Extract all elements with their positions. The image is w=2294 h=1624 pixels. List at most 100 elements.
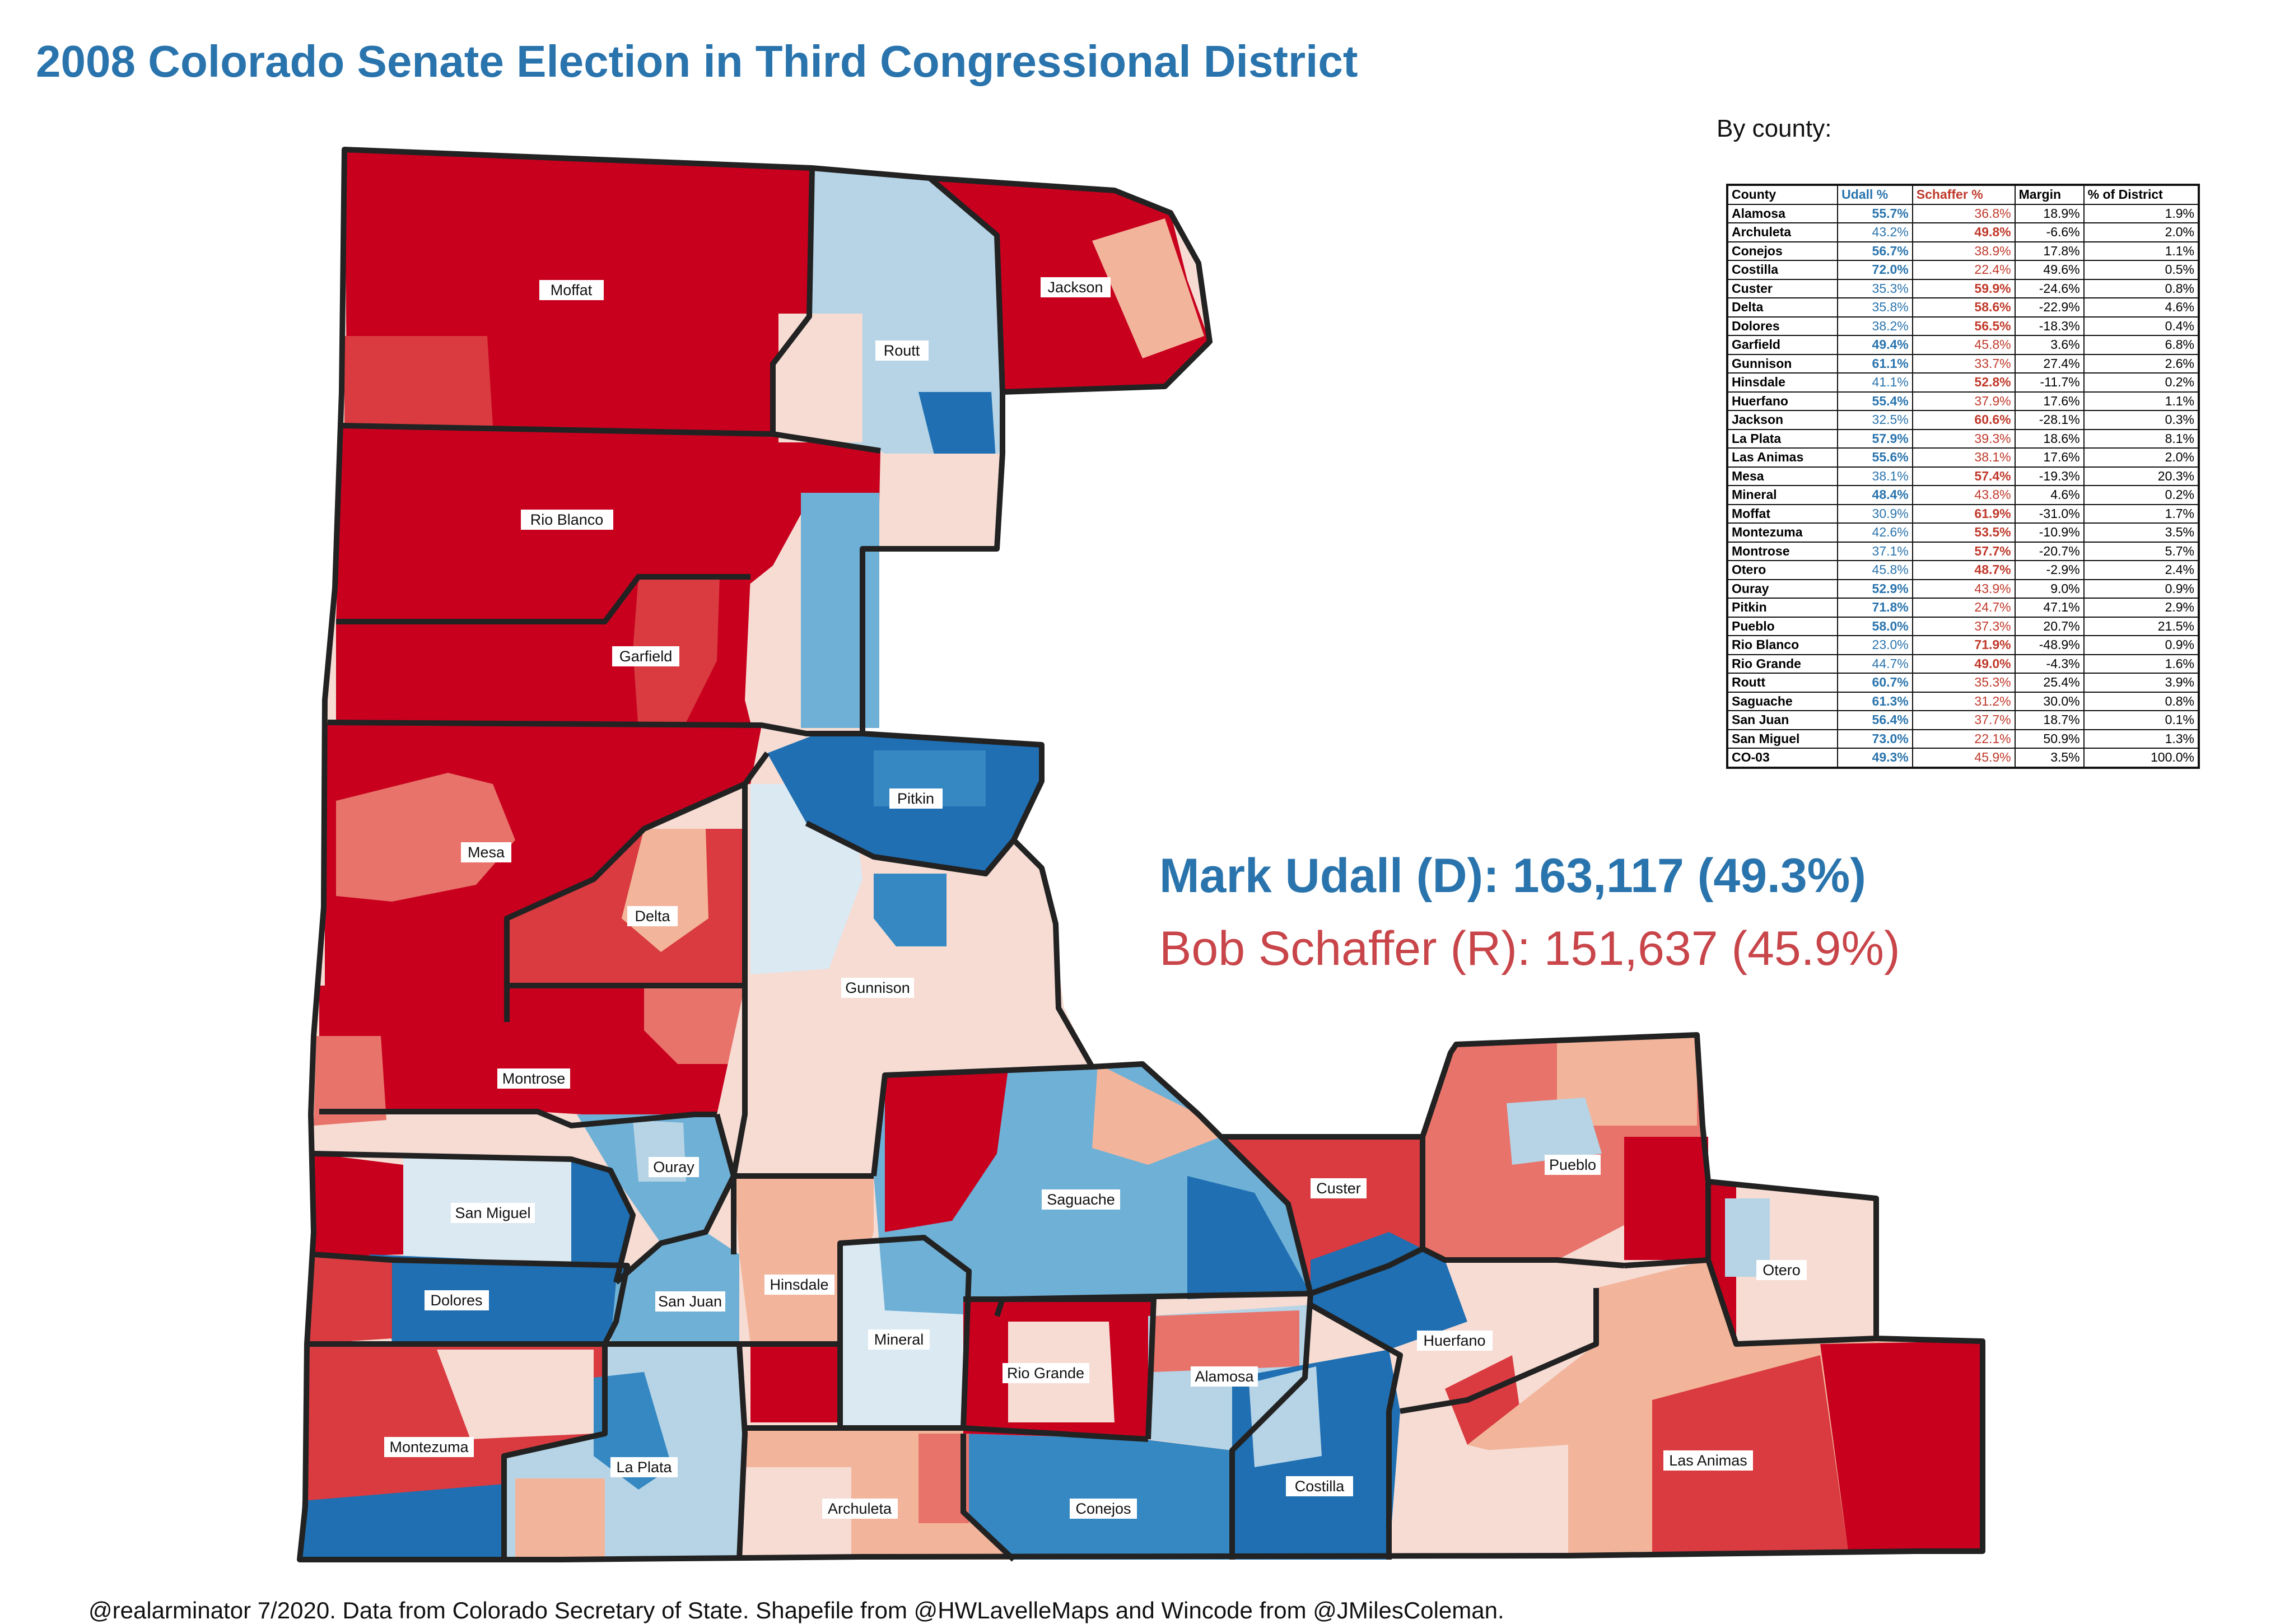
cell-county: Otero <box>1726 560 1839 580</box>
cell-county: Delta <box>1726 297 1839 318</box>
cell-udall: 35.8% <box>1837 297 1913 318</box>
border-costilla-huerfano <box>1309 1302 1403 1560</box>
header-margin: Margin <box>2014 184 2085 205</box>
cell-district: 0.2% <box>2083 485 2200 505</box>
label-dolores: Dolores <box>425 1290 489 1310</box>
svg-text:Costilla: Costilla <box>1295 1478 1345 1495</box>
cell-district: 5.7% <box>2083 541 2200 561</box>
label-hinsdale: Hinsdale <box>764 1275 834 1295</box>
table-row: Saguache 61.3% 31.2% 30.0% 0.8% <box>1726 691 2200 711</box>
schaffer-result: Bob Schaffer (R): 151,637 (45.9%) <box>1159 922 1900 976</box>
montezuma-light-fill <box>437 1350 594 1439</box>
table-row: Otero 45.8% 48.7% -2.9% 2.4% <box>1726 560 2200 580</box>
routt-west-fill <box>778 314 862 442</box>
cell-district: 1.1% <box>2083 391 2200 411</box>
cell-county: San Juan <box>1726 710 1839 730</box>
svg-text:Conejos: Conejos <box>1075 1500 1131 1517</box>
svg-text:Jackson: Jackson <box>1047 279 1103 296</box>
cell-schaffer: 37.3% <box>1911 616 2016 636</box>
cell-margin: 3.6% <box>2014 335 2085 355</box>
table-row: Dolores 38.2% 56.5% -18.3% 0.4% <box>1726 316 2200 336</box>
table-row: Ouray 52.9% 43.9% 9.0% 0.9% <box>1726 578 2200 599</box>
cell-udall: 72.0% <box>1837 260 1913 280</box>
label-san-juan: San Juan <box>655 1291 725 1312</box>
cell-district: 0.8% <box>2083 278 2200 298</box>
cell-county: Gunnison <box>1726 353 1839 374</box>
cell-margin: -11.7% <box>2014 372 2085 393</box>
san-miguel-east-fill <box>571 1159 633 1288</box>
label-pueblo: Pueblo <box>1545 1155 1601 1175</box>
cell-schaffer: 37.7% <box>1911 710 2016 730</box>
cell-margin: 49.6% <box>2014 260 2085 280</box>
svg-text:Dolores: Dolores <box>430 1292 482 1309</box>
cell-udall: 43.2% <box>1837 222 1913 242</box>
table-row: Routt 60.7% 35.3% 25.4% 3.9% <box>1726 673 2200 693</box>
svg-text:San Miguel: San Miguel <box>455 1205 530 1221</box>
svg-text:Otero: Otero <box>1763 1262 1801 1278</box>
table-body: Alamosa 55.7% 36.8% 18.9% 1.9% Archuleta 43.2%… <box>1726 203 2200 768</box>
cell-district: 1.7% <box>2083 503 2200 524</box>
svg-text:Moffat: Moffat <box>551 282 593 298</box>
label-montezuma: Montezuma <box>384 1437 474 1457</box>
svg-text:Saguache: Saguache <box>1047 1191 1115 1208</box>
cell-county: Garfield <box>1726 335 1839 355</box>
label-custer: Custer <box>1311 1178 1367 1198</box>
table-row: Hinsdale 41.1% 52.8% -11.7% 0.2% <box>1726 372 2200 393</box>
cell-margin: -19.3% <box>2014 466 2085 486</box>
table-row: San Juan 56.4% 37.7% 18.7% 0.1% <box>1726 710 2200 730</box>
jackson-east-fill <box>1092 218 1204 358</box>
cell-udall: 60.7% <box>1837 673 1913 693</box>
border-mesa-delta <box>504 752 770 1022</box>
cell-udall: 32.5% <box>1837 410 1913 430</box>
header-district: % of District <box>2083 184 2200 205</box>
table-row: Garfield 49.4% 45.8% 3.6% 6.8% <box>1726 335 2200 355</box>
cell-county: San Miguel <box>1726 729 1839 749</box>
label-gunnison: Gunnison <box>841 978 914 998</box>
archuleta-east-fill <box>918 1434 969 1523</box>
svg-text:Custer: Custer <box>1316 1180 1361 1197</box>
cell-udall: 38.2% <box>1837 316 1913 336</box>
cell-schaffer: 61.9% <box>1911 503 2016 524</box>
cell-udall: 37.1% <box>1837 541 1913 561</box>
label-san-miguel: San Miguel <box>451 1203 535 1223</box>
saguache-red-fill <box>885 1070 1008 1232</box>
svg-text:Huerfano: Huerfano <box>1423 1332 1485 1349</box>
label-archuleta: Archuleta <box>822 1499 898 1519</box>
montrose-west-fill <box>314 1036 386 1126</box>
dolores-fill <box>370 1254 627 1344</box>
cell-county: Rio Grande <box>1726 654 1839 674</box>
cell-udall: 57.9% <box>1837 428 1913 449</box>
border-la-plata-east <box>736 1343 748 1560</box>
cell-county: Pueblo <box>1726 616 1839 636</box>
border-jackson-routt <box>927 176 1005 393</box>
table-row: Montrose 37.1% 57.7% -20.7% 5.7% <box>1726 541 2200 561</box>
cell-udall: 45.8% <box>1837 560 1913 580</box>
cell-district: 1.1% <box>2083 241 2200 261</box>
cell-district: 8.1% <box>2083 428 2200 449</box>
cell-schaffer: 38.9% <box>1911 241 2016 261</box>
cell-udall: 71.8% <box>1837 598 1913 618</box>
cell-margin: 47.1% <box>2014 598 2085 618</box>
cell-county: Archuleta <box>1726 222 1839 242</box>
cell-margin: -24.6% <box>2014 278 2085 298</box>
cell-district: 0.9% <box>2083 578 2200 599</box>
header-county: County <box>1726 184 1839 205</box>
table-row: Pueblo 58.0% 37.3% 20.7% 21.5% <box>1726 616 2200 636</box>
alamosa-red-fill <box>1154 1310 1299 1372</box>
cell-district: 0.3% <box>2083 410 2200 430</box>
table-row: Mineral 48.4% 43.8% 4.6% 0.2% <box>1726 485 2200 505</box>
svg-text:Montrose: Montrose <box>502 1070 566 1087</box>
table-row: Mesa 38.1% 57.4% -19.3% 20.3% <box>1726 466 2200 486</box>
cell-district: 1.6% <box>2083 654 2200 674</box>
border-archuleta-east <box>961 1434 1016 1562</box>
cell-county: Alamosa <box>1726 203 1839 223</box>
cell-schaffer: 58.6% <box>1911 297 2016 318</box>
cell-district: 2.0% <box>2083 447 2200 468</box>
cell-district: 4.6% <box>2083 297 2200 318</box>
border-huerfano-las-animas <box>1400 1288 1599 1414</box>
border-saguache-south <box>994 1291 1311 1317</box>
cell-schaffer: 52.8% <box>1911 372 2016 393</box>
svg-text:Montezuma: Montezuma <box>389 1439 469 1455</box>
cell-margin: 3.5% <box>2014 748 2085 768</box>
